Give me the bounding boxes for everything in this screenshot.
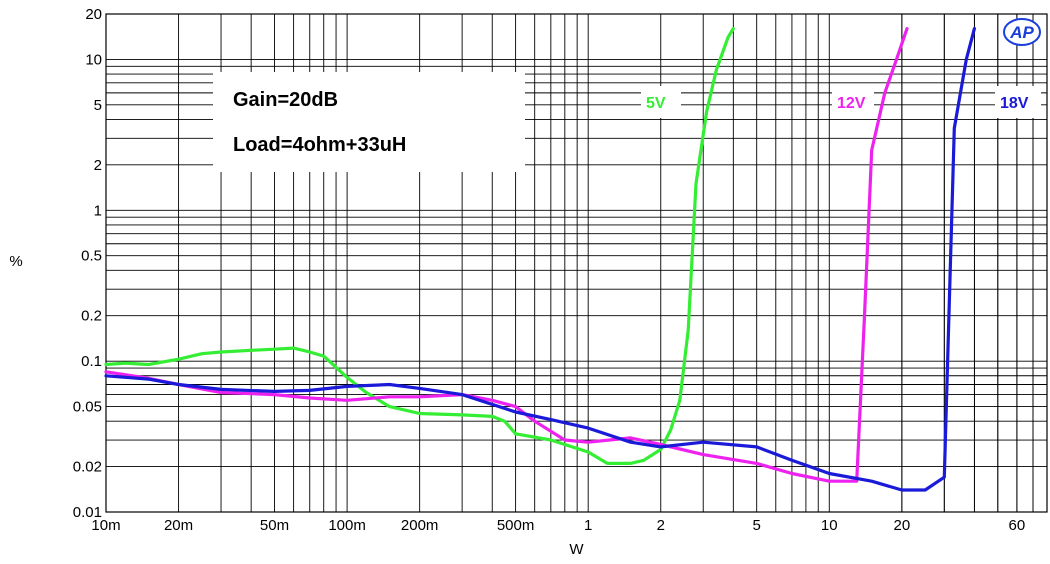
y-tick-label: 20 [85,6,102,23]
y-tick-label: 2 [94,157,102,174]
y-tick-label: 0.2 [81,308,102,325]
x-tick-label: 5 [753,517,761,534]
logo-ellipse [1003,18,1041,46]
series-label-bg [641,86,681,118]
x-tick-label: 20 [894,517,911,534]
annotation-text: Load=4ohm+33uH [233,134,406,156]
annotation-bg [213,72,525,172]
series-label-5v: 5V [646,95,666,112]
series-label-12v: 12V [837,95,866,112]
y-tick-label: 0.01 [73,504,102,521]
x-tick-label: 10 [821,517,838,534]
x-tick-label: 1 [584,517,592,534]
series-label-18v: 18V [1000,95,1029,112]
y-tick-label: 0.02 [73,459,102,476]
series-line-5v [104,27,735,465]
y-tick-label: 0.05 [73,399,102,416]
x-tick-label: 50m [260,517,289,534]
y-tick-label: 0.1 [81,353,102,370]
tick-labels: 10m 20m 50m 100m 200m 500m 1 2 5 10 20 60 0.01 0.02 0.… [73,6,1025,534]
y-tick-label: 10 [85,51,102,68]
series-line-18v [104,27,976,492]
y-tick-label: 5 [94,97,102,114]
series-group: 5V 12V 18V [104,27,1041,492]
plot-frame [105,13,1048,513]
x-tick-label: 60 [1009,517,1026,534]
y-axis-label: % [9,253,22,270]
series-label-bg [832,86,874,118]
x-tick-label: 100m [328,517,366,534]
annotation-box: Gain=20dB Load=4ohm+33uH [213,72,525,172]
ap-logo: AP [1003,18,1041,46]
x-tick-label: 10m [91,517,120,534]
annotation-text: Gain=20dB [233,89,338,111]
series-label-bg [995,86,1041,118]
x-tick-label: 2 [657,517,665,534]
x-tick-label: 20m [164,517,193,534]
x-tick-label: 200m [401,517,439,534]
y-tick-label: 1 [94,202,102,219]
x-tick-label: 500m [497,517,535,534]
x-axis-label: W [569,541,584,558]
y-tick-label: 0.5 [81,248,102,265]
series-line-12v [104,27,909,483]
logo-text: AP [1009,23,1034,42]
